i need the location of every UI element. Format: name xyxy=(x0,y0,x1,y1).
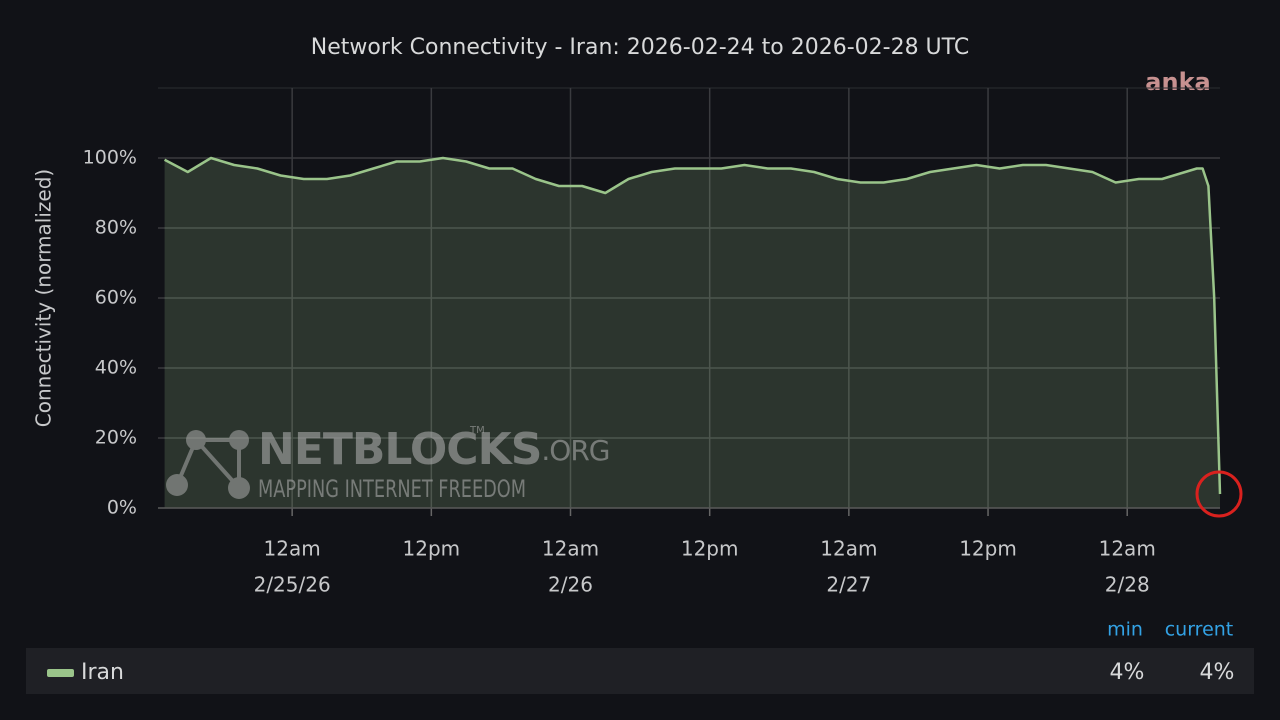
legend-header[interactable]: current xyxy=(1165,619,1234,641)
chart-title: Network Connectivity - Iran: 2026-02-24 … xyxy=(311,35,969,60)
x-tick-label: 12am xyxy=(264,537,321,561)
legend-header[interactable]: min xyxy=(1107,619,1143,641)
y-tick-label: 100% xyxy=(83,147,137,169)
x-tick-date: 2/27 xyxy=(826,573,871,597)
highlight-circle xyxy=(1195,470,1243,518)
y-tick-label: 40% xyxy=(95,357,137,379)
watermark-logo: NETBLOCKS.ORG xyxy=(258,424,609,475)
legend-value: 4% xyxy=(1110,660,1145,685)
x-tick-date: 2/26 xyxy=(548,573,593,597)
y-tick-label: 80% xyxy=(95,217,137,239)
logo-text: NETBLOCKS xyxy=(258,424,541,475)
x-tick-label: 12pm xyxy=(403,537,461,561)
y-tick-label: 0% xyxy=(107,497,137,519)
watermark: anka xyxy=(1145,68,1210,96)
watermark-tagline: MAPPING INTERNET FREEDOM xyxy=(258,475,526,503)
x-tick-label: 12am xyxy=(542,537,599,561)
x-tick-label: 12pm xyxy=(681,537,739,561)
logo-icon xyxy=(166,430,250,499)
legend-swatch xyxy=(47,669,74,677)
legend-table xyxy=(26,648,1254,694)
y-axis-label: Connectivity (normalized) xyxy=(32,169,56,427)
legend-value: 4% xyxy=(1200,660,1235,685)
area xyxy=(164,158,1220,508)
logo-suffix: .ORG xyxy=(541,434,609,467)
x-tick-label: 12pm xyxy=(959,537,1017,561)
line xyxy=(163,156,1222,495)
x-tick-label: 12am xyxy=(1099,537,1156,561)
legend-label[interactable]: Iran xyxy=(81,660,124,685)
y-tick-label: 20% xyxy=(95,427,137,449)
x-tick-label: 12am xyxy=(820,537,877,561)
plot-area: 0% 20% 40% 60% 80% 100% 12am 2/25/26 12pm 12am 2/2… xyxy=(83,87,1222,597)
logo-mark: TM xyxy=(469,425,485,436)
y-tick-label: 60% xyxy=(95,287,137,309)
x-tick-date: 2/28 xyxy=(1105,573,1150,597)
x-tick-date: 2/25/26 xyxy=(254,573,331,597)
